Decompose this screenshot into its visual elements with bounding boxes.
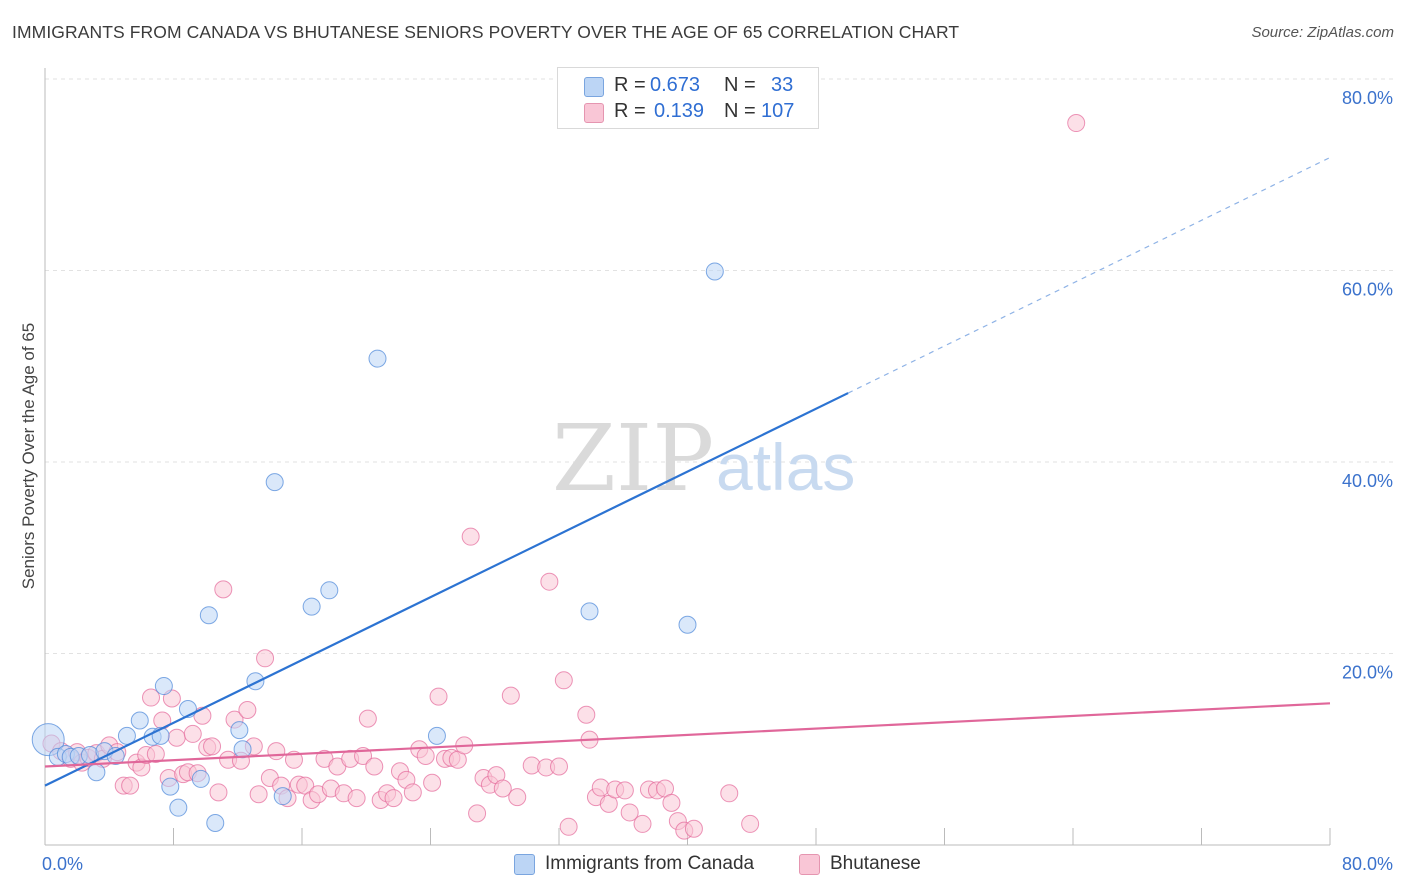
canada-point — [154, 677, 173, 696]
canada-point — [87, 763, 106, 782]
canada-point — [678, 615, 697, 634]
x-tick-label: 80.0% — [1342, 854, 1393, 874]
canada-point — [233, 740, 252, 759]
bhutanese-point — [121, 776, 140, 795]
canada-point — [230, 721, 249, 740]
y-axis-label: Seniors Poverty Over the Age of 65 — [19, 323, 38, 589]
canada-legend-label: Immigrants from Canada — [545, 853, 755, 874]
canada-swatch — [584, 77, 604, 97]
bhutanese-point — [358, 709, 377, 728]
bhutanese-point — [167, 728, 186, 747]
bhutanese-point — [365, 757, 384, 776]
bhutanese-legend-label: Bhutanese — [830, 853, 921, 874]
bhutanese-point — [493, 779, 512, 798]
legend-row-canada: R = 0.673 N = 33 — [558, 73, 818, 103]
bhutanese-point — [461, 527, 480, 546]
bhutanese-point — [214, 580, 233, 599]
bhutanese-point — [741, 814, 760, 833]
source-credit: Source: ZipAtlas.com — [1251, 24, 1394, 41]
bhutanese-point — [238, 700, 257, 719]
axes — [44, 68, 1331, 846]
bhutanese-point — [146, 745, 165, 764]
bhutanese-point — [183, 724, 202, 743]
correlation-legend: R = 0.673 N = 33 R = 0.139 N = 107 — [557, 67, 819, 129]
canada-point — [320, 581, 339, 600]
canada-point — [705, 262, 724, 281]
bhutanese-point — [209, 783, 228, 802]
y-tick-label: 40.0% — [1342, 471, 1393, 491]
bhutanese-point — [416, 746, 435, 765]
canada-trend-extension — [847, 156, 1331, 394]
bhutanese-point — [249, 785, 268, 804]
y-tick-label: 60.0% — [1342, 280, 1393, 300]
canada-point — [31, 723, 65, 757]
bhutanese-point — [501, 686, 520, 705]
bhutanese-trend-line — [44, 702, 1331, 768]
r-label: R = — [614, 100, 646, 122]
canada-point — [265, 473, 284, 492]
n-value: 107 — [761, 100, 795, 122]
r-label: R = — [614, 74, 646, 96]
tick-labels: 20.0% 40.0% 60.0% 80.0% 0.0% 80.0% — [42, 88, 1393, 874]
canada-legend-swatch — [514, 854, 535, 875]
canada-point — [130, 711, 149, 730]
canada-point — [199, 606, 218, 625]
watermark-zip: ZIP — [552, 405, 714, 512]
canada-point — [580, 602, 599, 621]
bhutanese-point — [559, 817, 578, 836]
bhutanese-point — [142, 688, 161, 707]
bhutanese-point — [540, 572, 559, 591]
canada-point — [302, 597, 321, 616]
canada-point — [117, 726, 136, 745]
x-tick-label: 0.0% — [42, 854, 83, 874]
bhutanese-point — [615, 781, 634, 800]
bhutanese-point — [620, 803, 639, 822]
bhutanese-legend-swatch — [799, 854, 820, 875]
n-value: 33 — [771, 74, 794, 96]
canada-point — [368, 349, 387, 368]
bhutanese-point — [403, 783, 422, 802]
bhutanese-point — [662, 793, 681, 812]
canada-point — [246, 672, 265, 691]
trend-lines — [44, 156, 1331, 787]
chart-title: IMMIGRANTS FROM CANADA VS BHUTANESE SENI… — [12, 22, 960, 42]
bhutanese-point — [550, 757, 568, 776]
bhutanese-point — [256, 649, 275, 668]
bhutanese-point — [1067, 114, 1086, 133]
canada-point — [191, 769, 210, 788]
bhutanese-point — [633, 814, 652, 833]
canada-point — [169, 798, 188, 817]
r-value: 0.673 — [650, 74, 701, 96]
bhutanese-point — [267, 742, 286, 761]
bhutanese-point — [429, 687, 448, 706]
watermark-atlas: atlas — [716, 430, 855, 504]
canada-point — [427, 726, 446, 745]
canada-trend-line — [44, 392, 849, 787]
bhutanese-point — [720, 784, 739, 803]
legend-row-bhutanese: R = 0.139 N = 107 — [558, 99, 818, 129]
canada-point — [273, 787, 292, 806]
bhutanese-point — [203, 737, 222, 756]
bhutanese-point — [384, 789, 403, 808]
bhutanese-point — [508, 788, 527, 807]
bhutanese-point — [468, 804, 487, 823]
y-tick-label: 80.0% — [1342, 88, 1393, 108]
y-tick-label: 20.0% — [1342, 663, 1393, 683]
bhutanese-point — [684, 819, 703, 838]
bhutanese-point — [554, 671, 573, 690]
n-label: N = — [724, 74, 756, 96]
canada-points — [31, 262, 724, 832]
r-value: 0.139 — [654, 100, 705, 122]
n-label: N = — [724, 100, 756, 122]
bhutanese-swatch — [584, 103, 604, 123]
canada-point — [161, 777, 180, 796]
grid-lines — [45, 78, 1395, 654]
bhutanese-point — [577, 705, 596, 724]
bhutanese-point — [423, 773, 442, 792]
bhutanese-point — [347, 789, 366, 808]
canada-point — [206, 813, 225, 832]
